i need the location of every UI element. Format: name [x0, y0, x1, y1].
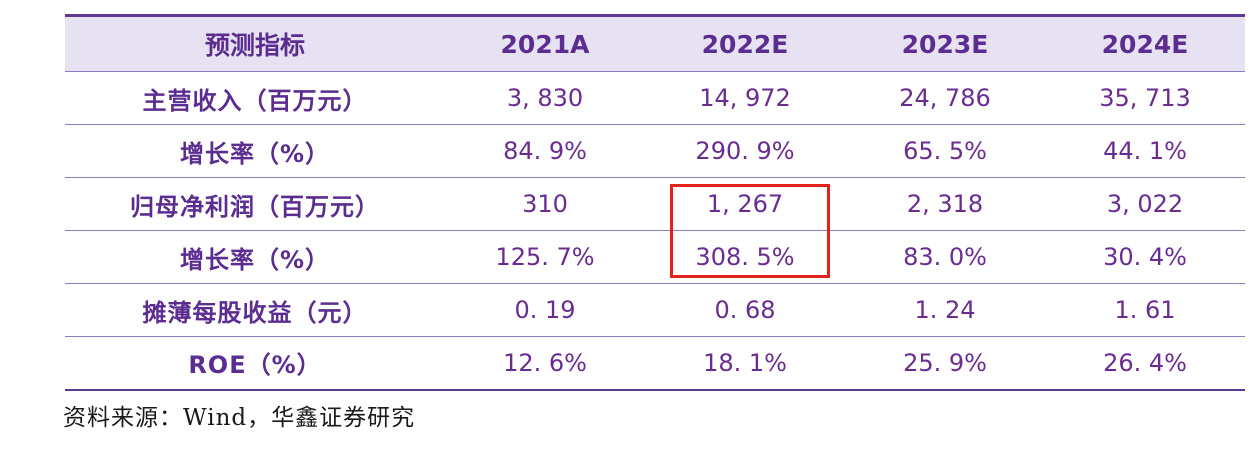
- row-label-net-profit: 归母净利润（百万元）: [65, 177, 445, 231]
- table-header-row: 预测指标 2021A 2022E 2023E 2024E: [65, 14, 1245, 72]
- col-header-2024e: 2024E: [1045, 14, 1245, 72]
- cell-diluted-eps-2022e: 0. 68: [645, 283, 845, 337]
- cell-profit-growth-2024e: 30. 4%: [1045, 230, 1245, 284]
- col-header-2021a: 2021A: [445, 14, 645, 72]
- table-row-revenue-growth: 增长率（%） 84. 9% 290. 9% 65. 5% 44. 1%: [65, 124, 1245, 178]
- cell-revenue-growth-2022e: 290. 9%: [645, 124, 845, 178]
- cell-revenue-growth-2023e: 65. 5%: [845, 124, 1045, 178]
- cell-roe-2021a: 12. 6%: [445, 336, 645, 391]
- cell-diluted-eps-2023e: 1. 24: [845, 283, 1045, 337]
- cell-net-profit-2023e: 2, 318: [845, 177, 1045, 231]
- cell-revenue-2023e: 24, 786: [845, 71, 1045, 125]
- row-label-diluted-eps: 摊薄每股收益（元）: [65, 283, 445, 337]
- cell-revenue-growth-2024e: 44. 1%: [1045, 124, 1245, 178]
- table-row-diluted-eps: 摊薄每股收益（元） 0. 19 0. 68 1. 24 1. 61: [65, 283, 1245, 337]
- table-row-net-profit: 归母净利润（百万元） 310 1, 267 2, 318 3, 022: [65, 177, 1245, 231]
- row-label-revenue-growth: 增长率（%）: [65, 124, 445, 178]
- cell-diluted-eps-2024e: 1. 61: [1045, 283, 1245, 337]
- cell-revenue-growth-2021a: 84. 9%: [445, 124, 645, 178]
- cell-diluted-eps-2021a: 0. 19: [445, 283, 645, 337]
- cell-net-profit-2022e: 1, 267: [645, 177, 845, 231]
- forecast-table: 预测指标 2021A 2022E 2023E 2024E 主营收入（百万元） 3…: [65, 14, 1245, 391]
- col-header-indicator: 预测指标: [65, 14, 445, 72]
- col-header-2023e: 2023E: [845, 14, 1045, 72]
- table-row-roe: ROE（%） 12. 6% 18. 1% 25. 9% 26. 4%: [65, 336, 1245, 391]
- cell-profit-growth-2021a: 125. 7%: [445, 230, 645, 284]
- table-row-profit-growth: 增长率（%） 125. 7% 308. 5% 83. 0% 30. 4%: [65, 230, 1245, 284]
- row-label-roe: ROE（%）: [65, 336, 445, 391]
- cell-net-profit-2021a: 310: [445, 177, 645, 231]
- col-header-2022e: 2022E: [645, 14, 845, 72]
- cell-revenue-2024e: 35, 713: [1045, 71, 1245, 125]
- row-label-profit-growth: 增长率（%）: [65, 230, 445, 284]
- cell-roe-2022e: 18. 1%: [645, 336, 845, 391]
- cell-roe-2024e: 26. 4%: [1045, 336, 1245, 391]
- source-note: 资料来源：Wind，华鑫证券研究: [63, 405, 416, 431]
- row-label-revenue: 主营收入（百万元）: [65, 71, 445, 125]
- cell-revenue-2022e: 14, 972: [645, 71, 845, 125]
- table-row-revenue: 主营收入（百万元） 3, 830 14, 972 24, 786 35, 713: [65, 71, 1245, 125]
- cell-net-profit-2024e: 3, 022: [1045, 177, 1245, 231]
- cell-profit-growth-2022e: 308. 5%: [645, 230, 845, 284]
- cell-roe-2023e: 25. 9%: [845, 336, 1045, 391]
- cell-revenue-2021a: 3, 830: [445, 71, 645, 125]
- cell-profit-growth-2023e: 83. 0%: [845, 230, 1045, 284]
